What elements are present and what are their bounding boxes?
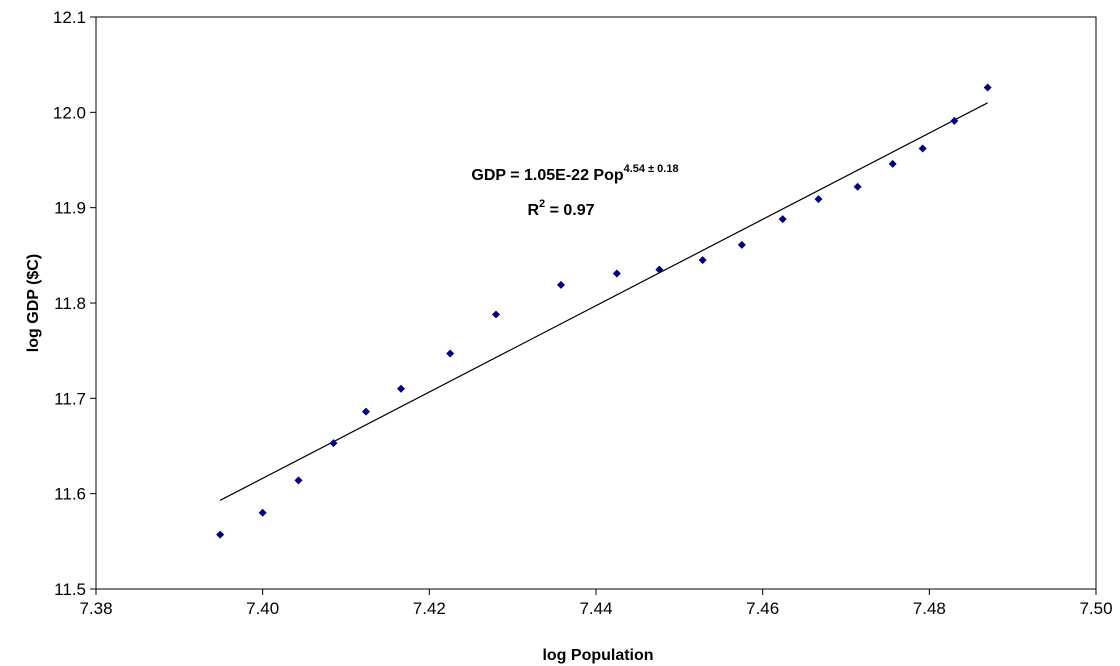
trendline — [219, 102, 988, 501]
x-tick-label: 7.44 — [579, 599, 612, 618]
equation-main: GDP = 1.05E-22 Pop — [471, 167, 623, 184]
data-point — [557, 280, 565, 289]
data-point — [294, 476, 303, 485]
y-tick-label: 11.7 — [54, 389, 86, 408]
data-point — [778, 215, 787, 224]
r-squared-main: R — [527, 202, 539, 219]
x-tick-label: 7.42 — [413, 599, 446, 618]
y-tick-label: 12.1 — [53, 8, 86, 27]
data-point — [655, 265, 664, 274]
x-tick-label: 7.46 — [746, 599, 779, 618]
data-point — [216, 530, 225, 539]
equation-annotation: GDP = 1.05E-22 Pop4.54 ± 0.18 R2 = 0.97 — [471, 163, 678, 219]
data-point — [612, 269, 621, 278]
y-axis-title: log GDP ($C) — [25, 254, 42, 352]
data-point — [329, 439, 338, 448]
axes: 7.38 7.40 7.42 7.44 7.46 7.48 7.50 11.5 11.6 11.7… — [53, 8, 1113, 618]
data-point — [258, 508, 267, 517]
data-point — [737, 240, 746, 249]
y-tick-label: 11.5 — [54, 580, 86, 599]
equation-text: GDP = 1.05E-22 Pop4.54 ± 0.18 — [471, 163, 678, 184]
equation-exponent: 4.54 ± 0.18 — [624, 163, 679, 175]
data-point — [362, 407, 370, 416]
trendline-group — [219, 102, 988, 501]
data-points — [216, 83, 992, 539]
y-tick-label: 12.0 — [53, 103, 86, 122]
plot-area-border — [95, 16, 1097, 590]
x-axis-title: log Population — [542, 647, 653, 664]
y-tick-label: 11.6 — [54, 485, 86, 504]
r-squared-exponent: 2 — [539, 198, 545, 210]
data-point — [950, 116, 959, 125]
data-point — [853, 182, 862, 191]
data-point — [492, 310, 500, 319]
y-tick-label: 11.9 — [54, 199, 86, 218]
data-point — [397, 384, 405, 393]
data-point — [814, 195, 823, 204]
data-point — [918, 144, 927, 153]
x-tick-label: 7.50 — [1079, 599, 1112, 618]
data-point — [983, 83, 992, 92]
x-tick-label: 7.38 — [79, 599, 112, 618]
data-point — [888, 159, 897, 168]
x-tick-label: 7.48 — [913, 599, 946, 618]
y-tick-label: 11.8 — [54, 294, 86, 313]
r-squared-value: = 0.97 — [545, 202, 594, 219]
data-point — [446, 349, 455, 358]
data-point — [698, 256, 707, 265]
x-tick-label: 7.40 — [246, 599, 279, 618]
r-squared-text: R2 = 0.97 — [527, 198, 594, 219]
